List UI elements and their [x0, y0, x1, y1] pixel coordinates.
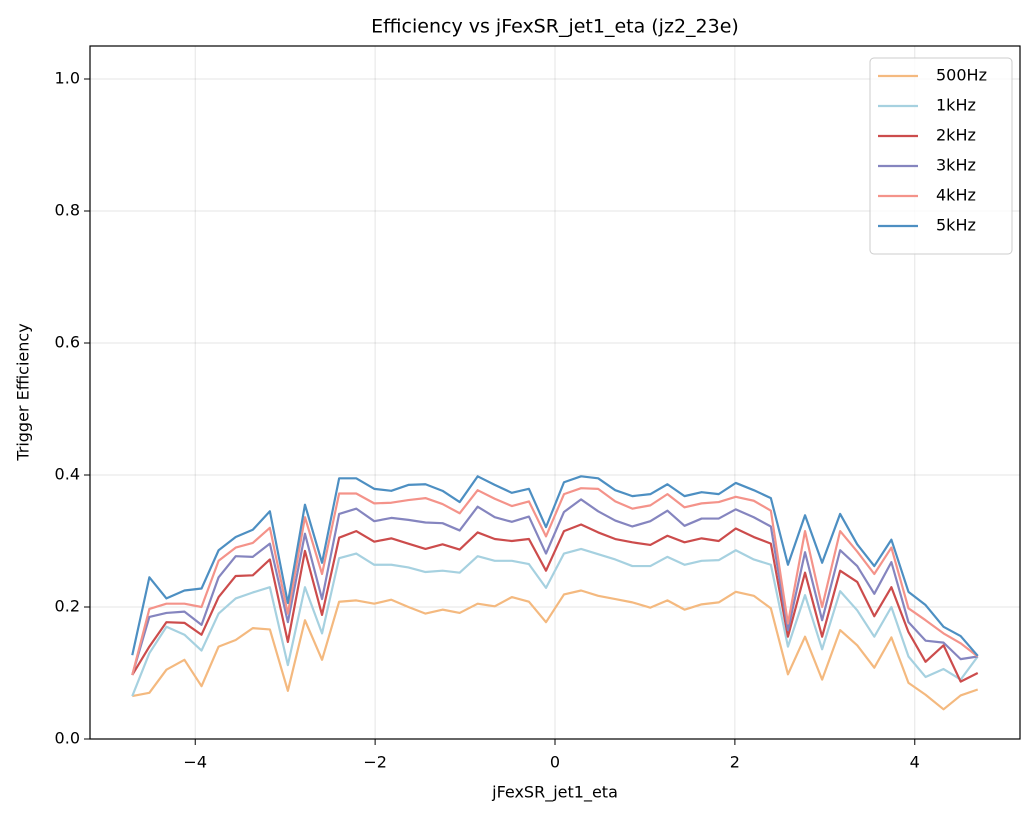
y-axis-label: Trigger Efficiency [14, 323, 33, 461]
data-line [131, 487, 979, 676]
data-line [131, 475, 979, 657]
data-line [131, 498, 978, 676]
y-tick-label: 0.0 [55, 729, 80, 748]
x-axis-label: jFexSR_jet1_eta [491, 783, 618, 803]
chart-title: Efficiency vs jFexSR_jet1_eta (jz2_23e) [371, 16, 739, 38]
x-tick-label: 4 [910, 753, 920, 772]
data-line [131, 523, 979, 683]
x-tick-label: −4 [183, 753, 207, 772]
y-tick-label: 0.6 [55, 333, 80, 352]
y-tick-label: 0.8 [55, 201, 80, 220]
data-line [132, 589, 979, 711]
y-tick-label: 1.0 [55, 69, 80, 88]
y-tick-label: 0.4 [55, 465, 80, 484]
legend-label: 500Hz [936, 66, 987, 85]
y-tick-label: 0.2 [55, 597, 80, 616]
x-tick-label: −2 [363, 753, 387, 772]
legend-label: 4kHz [936, 186, 976, 205]
legend-label: 2kHz [936, 126, 976, 145]
x-tick-label: 0 [550, 753, 560, 772]
legend-label: 3kHz [936, 156, 976, 175]
data-line [131, 547, 979, 697]
legend-label: 5kHz [936, 216, 976, 235]
plot-frame [89, 45, 1021, 740]
x-tick-label: 2 [730, 753, 740, 772]
legend-label: 1kHz [936, 96, 976, 115]
